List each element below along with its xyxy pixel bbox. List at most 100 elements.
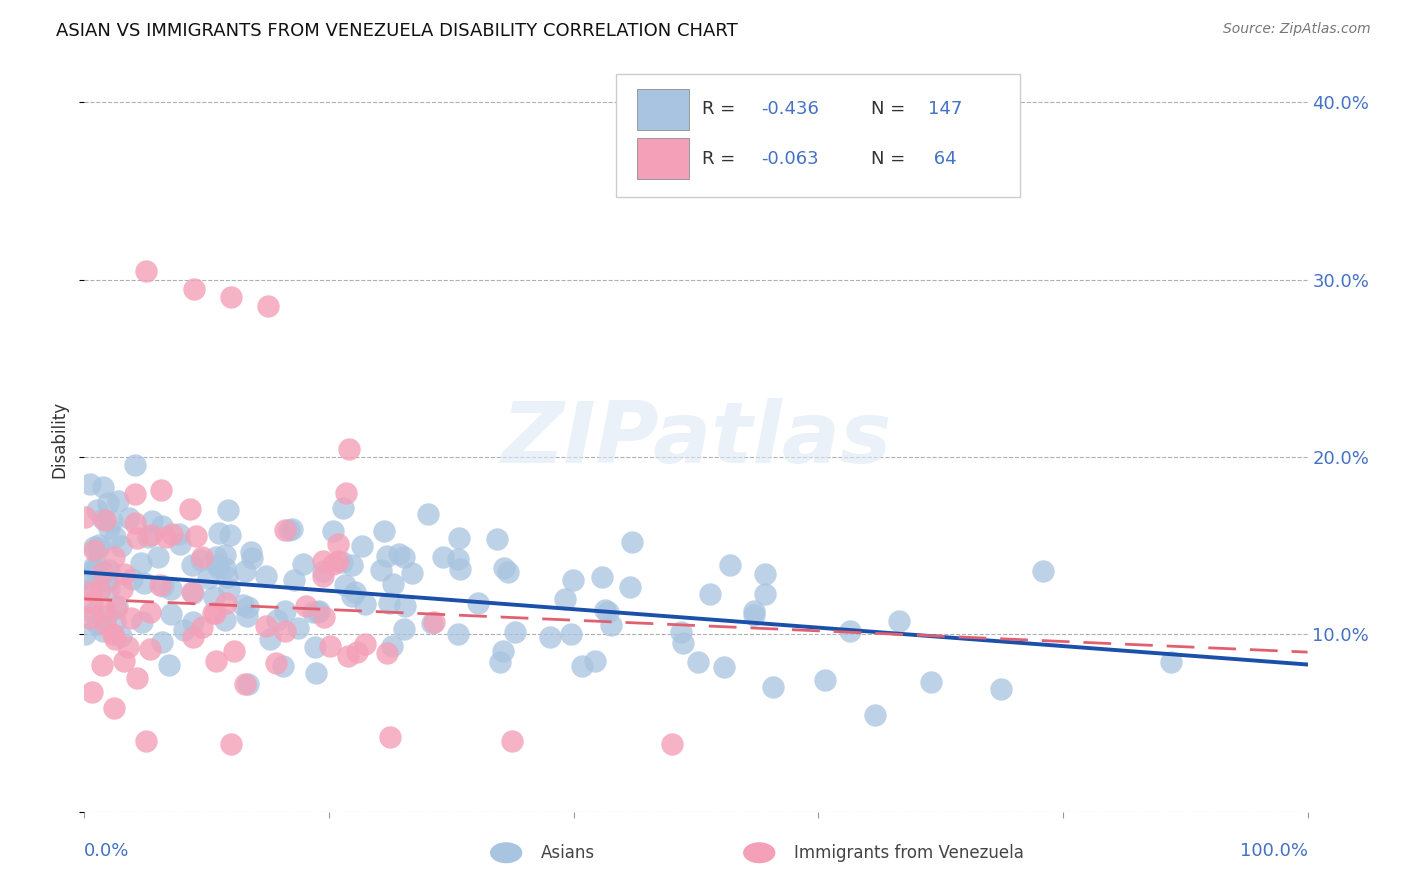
Point [281, 522, 304, 536]
Point [394, 599, 416, 613]
Point [214, 613, 236, 627]
Point [839, 624, 862, 638]
Point [205, 558, 228, 573]
Point [305, 665, 328, 680]
Point [125, 671, 148, 685]
Point [83, 542, 105, 557]
Point [388, 547, 411, 561]
Point [233, 677, 256, 691]
Point [101, 627, 124, 641]
Point [82, 606, 104, 620]
Point [80, 684, 103, 698]
Point [86, 616, 108, 631]
Text: 100.0%: 100.0% [1240, 841, 1308, 860]
Point [373, 524, 395, 538]
Point [124, 487, 146, 501]
FancyBboxPatch shape [637, 138, 689, 179]
Point [401, 566, 423, 581]
Point [180, 585, 202, 599]
Point [219, 290, 242, 304]
Point [202, 607, 225, 621]
Text: ZIPatlas: ZIPatlas [501, 398, 891, 481]
Point [447, 552, 470, 566]
Point [254, 569, 277, 583]
Point [762, 680, 785, 694]
Point [205, 654, 228, 668]
Point [304, 640, 326, 655]
Point [183, 615, 205, 630]
Point [233, 564, 256, 578]
Point [159, 607, 181, 621]
Point [814, 673, 837, 688]
Point [274, 624, 297, 639]
Point [257, 299, 280, 313]
Point [79, 611, 101, 625]
Point [80, 596, 103, 610]
Point [287, 621, 309, 635]
Point [205, 549, 228, 564]
Point [259, 632, 281, 646]
Point [328, 554, 350, 568]
Point [79, 582, 101, 596]
Point [160, 582, 183, 596]
Point [93, 603, 115, 617]
Point [97, 521, 120, 535]
Point [354, 637, 377, 651]
Point [91, 480, 114, 494]
Point [1032, 564, 1054, 578]
Point [110, 582, 132, 596]
Text: 0.0%: 0.0% [84, 841, 129, 860]
Point [149, 577, 172, 591]
Point [346, 645, 368, 659]
Point [86, 503, 108, 517]
Point [87, 538, 110, 552]
Point [197, 571, 219, 585]
Point [312, 610, 335, 624]
Point [502, 733, 524, 747]
Point [318, 639, 340, 653]
Point [105, 599, 128, 614]
Point [754, 566, 776, 581]
Point [291, 557, 314, 571]
Point [375, 549, 398, 563]
Point [91, 512, 114, 526]
Text: -0.063: -0.063 [761, 150, 818, 168]
Point [232, 598, 254, 612]
Point [94, 616, 117, 631]
Point [423, 615, 446, 630]
Point [104, 530, 127, 544]
Point [447, 627, 470, 641]
FancyBboxPatch shape [616, 74, 1021, 197]
Point [394, 549, 416, 564]
Point [89, 582, 111, 597]
Text: Source: ZipAtlas.com: Source: ZipAtlas.com [1223, 22, 1371, 37]
Point [139, 642, 162, 657]
Point [79, 476, 101, 491]
Point [73, 509, 96, 524]
Point [104, 600, 127, 615]
Point [392, 622, 415, 636]
Text: ASIAN VS IMMIGRANTS FROM VENEZUELA DISABILITY CORRELATION CHART: ASIAN VS IMMIGRANTS FROM VENEZUELA DISAB… [56, 22, 738, 40]
Point [326, 536, 349, 550]
Point [224, 643, 246, 657]
Point [218, 582, 240, 596]
Point [118, 511, 141, 525]
Point [672, 636, 695, 650]
Point [312, 554, 335, 568]
Point [139, 605, 162, 619]
Point [264, 657, 287, 671]
Point [661, 737, 683, 751]
Text: Immigrants from Venezuela: Immigrants from Venezuela [794, 844, 1024, 862]
Point [332, 500, 354, 515]
Point [214, 596, 236, 610]
Point [217, 503, 239, 517]
Point [75, 571, 97, 585]
Point [173, 624, 195, 638]
Point [449, 562, 471, 576]
Point [596, 606, 619, 620]
Point [492, 561, 515, 575]
Point [83, 563, 105, 577]
Point [120, 611, 142, 625]
Point [266, 613, 288, 627]
Point [467, 596, 489, 610]
